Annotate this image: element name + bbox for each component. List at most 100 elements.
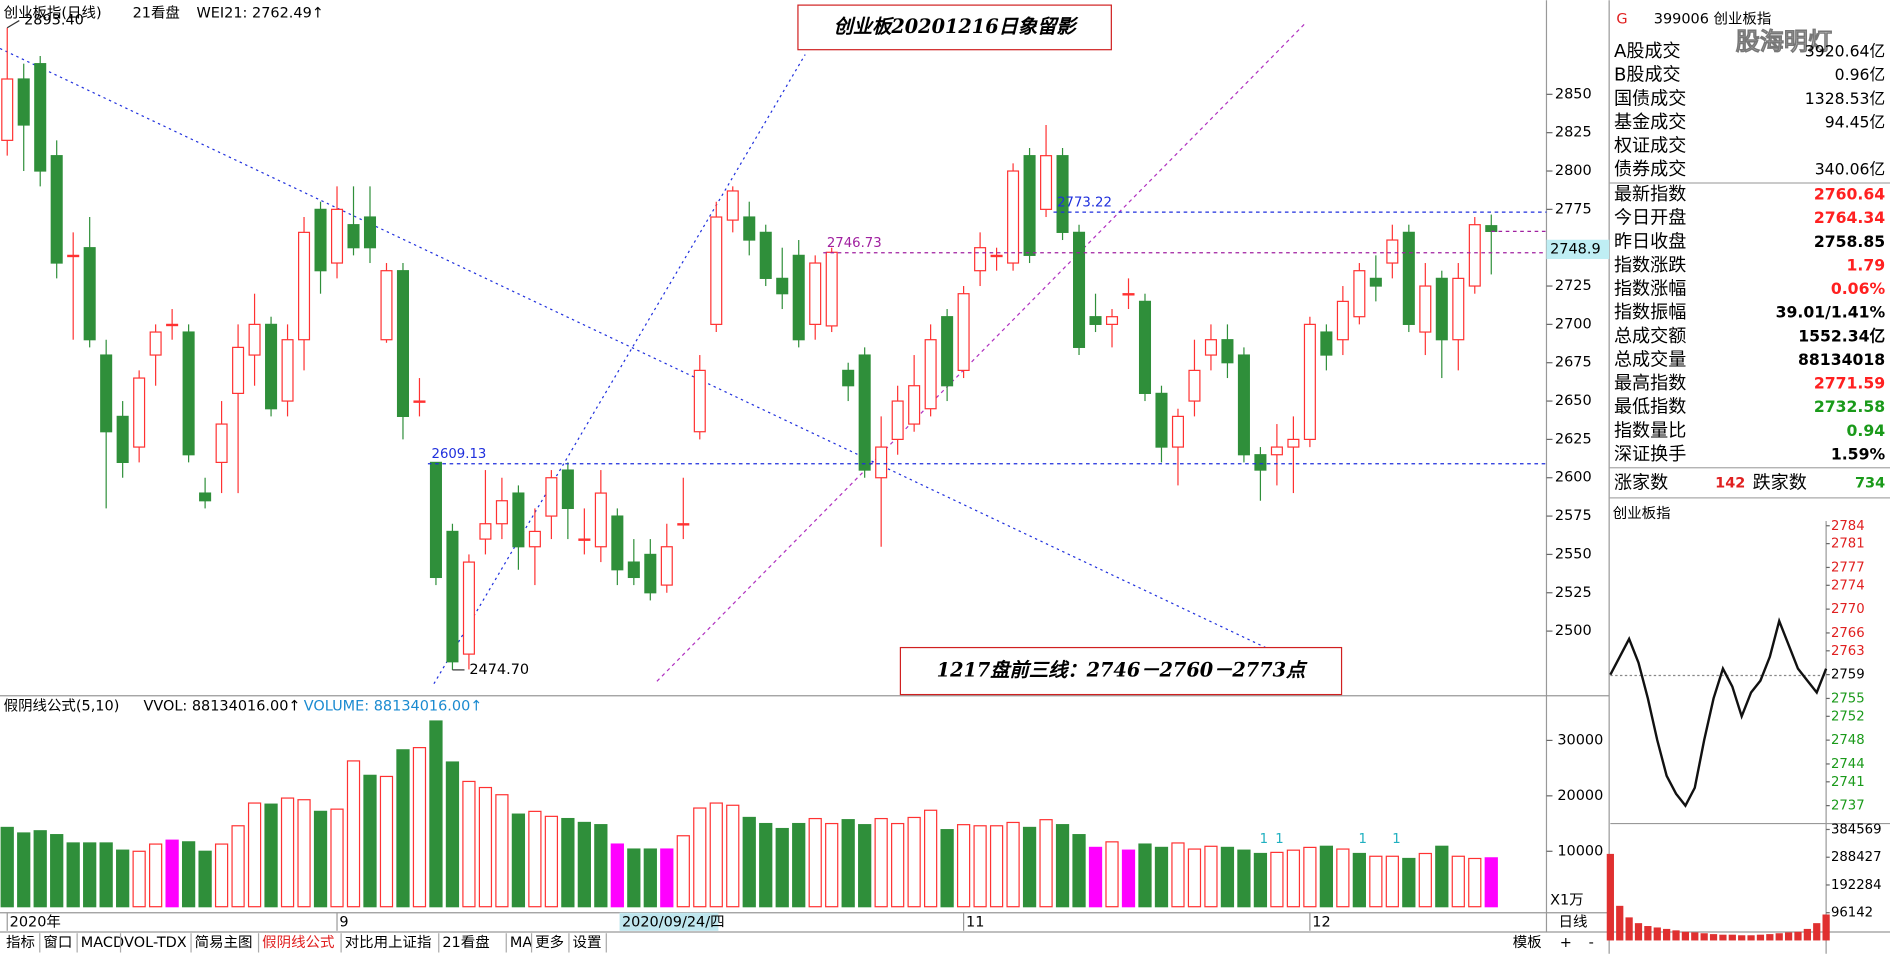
intraday-volume	[1625, 917, 1633, 941]
quote-label: 国债成交	[1614, 88, 1686, 109]
intraday-volume	[1616, 905, 1624, 941]
tab[interactable]: +	[1560, 935, 1572, 951]
volume-bar	[297, 799, 311, 908]
mini-tick-label: 2766	[1831, 626, 1865, 641]
volume-bar	[841, 819, 855, 908]
candle-body	[1402, 231, 1415, 325]
candle-body	[710, 216, 723, 325]
candle-body	[83, 247, 96, 341]
volume-bar	[858, 824, 872, 908]
volume-bar	[561, 817, 575, 908]
intraday-volume	[1822, 914, 1830, 941]
y-tick-label: 2650	[1555, 393, 1592, 409]
candle-body	[792, 254, 805, 341]
intraday-volume	[1756, 934, 1765, 941]
breadth-value: 734	[1855, 475, 1885, 491]
quote-label: A股成交	[1614, 41, 1681, 62]
candle-body	[1089, 316, 1102, 325]
intraday-line	[1609, 617, 1828, 808]
volume-bar	[825, 822, 839, 908]
candle-body	[17, 78, 30, 126]
volume-bar	[742, 816, 756, 908]
intraday-volume	[1700, 933, 1708, 941]
candle-body	[1138, 300, 1152, 394]
volume-bar	[83, 842, 97, 908]
intraday-volume	[1634, 923, 1643, 941]
mini-tick-label: 2752	[1831, 709, 1865, 724]
volume-tick-label: 20000	[1557, 788, 1603, 804]
candle-body	[67, 254, 80, 258]
quote-label: 最高指数	[1614, 373, 1686, 394]
tab[interactable]: 指标	[6, 934, 35, 951]
volume-bar	[874, 817, 888, 908]
level-label: 2609.13	[432, 447, 487, 462]
candle-body	[363, 216, 377, 249]
tab[interactable]: 窗口	[43, 933, 72, 951]
intraday-volume	[1813, 923, 1821, 941]
volume-bar	[1039, 819, 1053, 908]
volume-bar	[511, 813, 526, 908]
candle-body	[561, 469, 574, 510]
tab[interactable]: 简易主图	[195, 934, 253, 951]
volume-bar	[577, 821, 591, 908]
mini-tick-label: 2759	[1831, 668, 1865, 683]
volume-bar	[313, 810, 328, 908]
quote-value: 1.79	[1847, 255, 1886, 274]
candle-body	[974, 247, 987, 272]
volume-bar	[709, 802, 723, 908]
tab[interactable]: 日线	[1559, 913, 1588, 930]
tab[interactable]: 更多	[535, 934, 564, 951]
tab[interactable]: 模板	[1513, 933, 1542, 951]
volume-bar	[676, 835, 690, 908]
candle-body	[215, 423, 228, 464]
tab[interactable]: MA	[510, 935, 532, 951]
breadth-label: 涨家数	[1614, 472, 1668, 493]
intraday-volume	[1644, 926, 1652, 941]
candle-body	[1435, 277, 1448, 341]
quote-label: 昨日收盘	[1614, 231, 1686, 252]
y-tick-label: 2525	[1555, 585, 1592, 601]
candle-body	[1073, 231, 1086, 348]
intraday-volume	[1709, 934, 1718, 941]
mini-tick-label: 2784	[1831, 519, 1865, 534]
candle-body	[726, 190, 739, 221]
volume-bar	[808, 817, 822, 908]
volume-bar	[924, 809, 938, 908]
chart-title: 创业板20201216日象留影	[834, 15, 1079, 38]
y-tick-label: 2625	[1555, 431, 1592, 447]
candle-body	[265, 323, 278, 410]
y-tick-label: 2825	[1555, 125, 1592, 141]
volume-bar	[1468, 857, 1482, 908]
volume-bar	[379, 775, 394, 908]
trend-line	[656, 23, 1305, 682]
tab[interactable]: VOL-TDX	[124, 935, 187, 951]
tab[interactable]: 对比用上证指	[345, 934, 432, 951]
volume-bar	[50, 834, 64, 908]
volume-bar	[1418, 852, 1432, 908]
y-tick-label: 2500	[1555, 623, 1592, 639]
volume-flag: 1	[1260, 832, 1268, 847]
annotation-box	[899, 646, 1343, 696]
volume-bar	[759, 822, 773, 908]
volume-bar	[165, 839, 179, 908]
candle-body	[116, 415, 129, 464]
tab[interactable]: 设置	[573, 934, 602, 951]
mini-tick-label: 2737	[1831, 799, 1865, 814]
candle-body	[50, 155, 63, 264]
candle-body	[232, 346, 245, 394]
volume-unit: X1万	[1550, 893, 1584, 909]
tab[interactable]: MACD	[81, 935, 124, 951]
watermark: 股海明灯	[1736, 27, 1832, 55]
candle-body	[627, 561, 640, 579]
view-tab[interactable]: 21看盘	[133, 4, 180, 22]
candle-body	[298, 231, 311, 341]
tab[interactable]: 假阴线公式	[262, 934, 334, 951]
volume-bar	[1220, 846, 1235, 908]
quote-label: 指数振幅	[1614, 302, 1686, 323]
chart-name: 创业板指(日线)	[4, 4, 102, 22]
mini-tick-label: 2755	[1831, 691, 1865, 706]
tab[interactable]: -	[1589, 935, 1594, 951]
tab[interactable]: 21看盘	[442, 933, 489, 951]
quote-label: 总成交量	[1614, 349, 1686, 370]
